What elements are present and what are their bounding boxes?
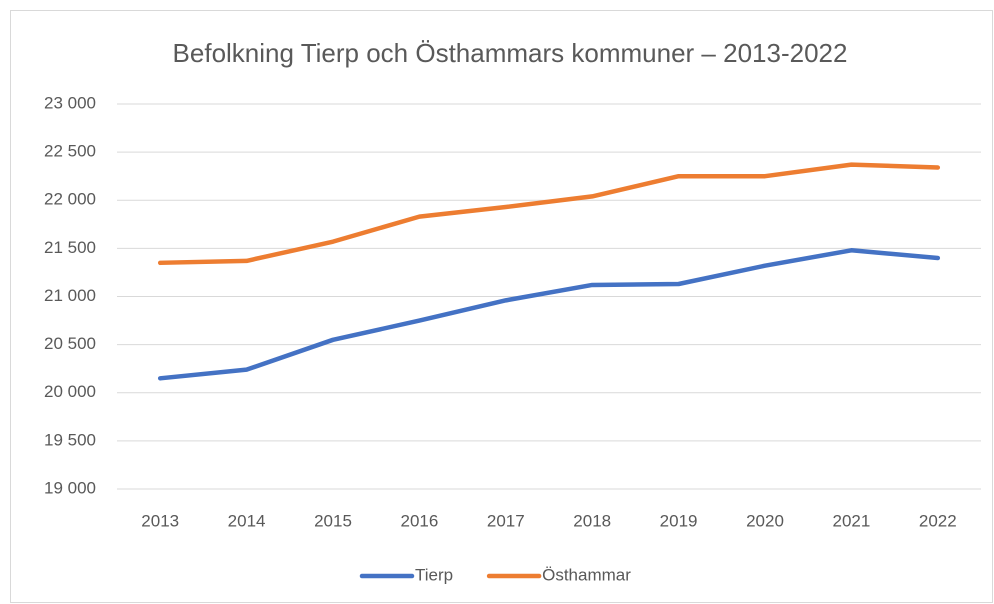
x-tick-label: 2022 bbox=[919, 511, 957, 530]
x-tick-label: 2014 bbox=[228, 511, 266, 530]
chart-frame bbox=[10, 10, 993, 603]
y-tick-label: 20 000 bbox=[44, 382, 96, 401]
y-tick-label: 21 500 bbox=[44, 238, 96, 257]
series-line bbox=[157, 162, 941, 266]
x-tick-label: 2017 bbox=[487, 511, 525, 530]
series-line bbox=[157, 248, 941, 381]
legend-label: Östhammar bbox=[542, 565, 631, 584]
y-tick-label: 19 000 bbox=[44, 478, 96, 497]
y-tick-label: 20 500 bbox=[44, 334, 96, 353]
y-tick-label: 19 500 bbox=[44, 430, 96, 449]
y-tick-label: 23 000 bbox=[44, 93, 96, 112]
y-tick-label: 22 500 bbox=[44, 142, 96, 161]
x-tick-label: 2020 bbox=[746, 511, 784, 530]
x-tick-label: 2018 bbox=[573, 511, 611, 530]
x-tick-label: 2016 bbox=[400, 511, 438, 530]
y-tick-label: 22 000 bbox=[44, 190, 96, 209]
chart-title: Befolkning Tierp och Östhammars kommuner… bbox=[173, 38, 848, 68]
legend-label: Tierp bbox=[415, 565, 453, 584]
y-tick-label: 21 000 bbox=[44, 286, 96, 305]
x-tick-label: 2015 bbox=[314, 511, 352, 530]
x-tick-label: 2019 bbox=[660, 511, 698, 530]
x-tick-label: 2021 bbox=[832, 511, 870, 530]
x-tick-label: 2013 bbox=[141, 511, 179, 530]
